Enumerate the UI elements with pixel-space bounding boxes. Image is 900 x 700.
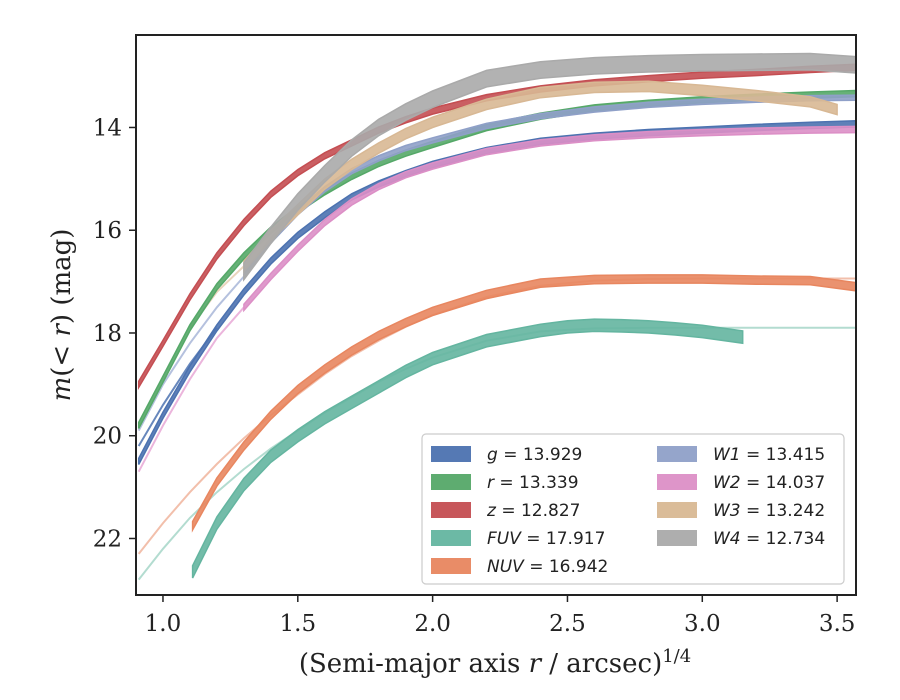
- legend-swatch-g: [431, 446, 471, 462]
- y-tick-label: 20: [93, 424, 122, 450]
- legend-band-name: g: [487, 445, 498, 465]
- y-axis-label-paren-open: (<: [47, 337, 77, 377]
- legend-band-name: W1: [713, 445, 741, 465]
- legend-label-r: r = 13.339: [487, 473, 579, 493]
- ticks-layer: 1.0 1.5 2.0 2.5 3.0 3.5 14 16 18 20 22: [93, 115, 856, 637]
- x-tick-label: 1.0: [145, 611, 182, 637]
- legend-swatch-w3: [657, 502, 697, 518]
- legend-swatch-w2: [657, 474, 697, 490]
- legend-band-value: = 13.415: [741, 445, 826, 465]
- legend-band-name: z: [486, 501, 497, 521]
- legend-band-name: FUV: [487, 529, 522, 549]
- legend-box: [421, 433, 845, 585]
- x-axis-label-var: r: [529, 649, 543, 679]
- x-tick-label: 3.5: [819, 611, 856, 637]
- extension-line-w2: [137, 306, 245, 473]
- legend-label-w2: W2 = 14.037: [713, 473, 825, 493]
- legend-band-value: = 13.242: [741, 501, 826, 521]
- series-band-fuv: [191, 318, 744, 579]
- legend-band-value: = 12.734: [741, 529, 826, 549]
- y-tick-label: 16: [93, 218, 122, 244]
- legend-swatch-r: [431, 474, 471, 490]
- legend-label-w3: W3 = 13.242: [713, 501, 825, 521]
- legend-band-value: = 12.827: [496, 501, 581, 521]
- x-axis-label-prefix: (Semi-major axis: [299, 649, 529, 679]
- extension-line-w1: [137, 275, 245, 432]
- legend-band-name: W2: [713, 473, 741, 493]
- y-axis-label-suffix: ) (mag): [47, 229, 77, 325]
- legend-label-w1: W1 = 13.415: [713, 445, 825, 465]
- legend-swatch-nuv: [431, 558, 471, 574]
- x-axis-label: (Semi-major axis r / arcsec)1/4: [299, 646, 691, 679]
- series-band-z: [137, 63, 856, 391]
- legend-band-name: W4: [713, 529, 741, 549]
- legend-swatch-w1: [657, 446, 697, 462]
- legend-band-value: = 17.917: [521, 529, 606, 549]
- legend-band-value: = 16.942: [524, 557, 609, 577]
- series-band-g: [137, 120, 856, 465]
- y-axis-label-var: r: [47, 323, 77, 337]
- series-band-w4: [243, 52, 856, 282]
- series-band-nuv: [191, 274, 856, 533]
- y-tick-label: 14: [93, 115, 122, 141]
- legend-band-name: r: [487, 473, 495, 493]
- legend-band-name: NUV: [487, 557, 525, 577]
- x-tick-label: 2.0: [414, 611, 451, 637]
- series-band-w1: [243, 94, 856, 282]
- legend-label-fuv: FUV = 17.917: [487, 529, 605, 549]
- legend-label-w4: W4 = 12.734: [713, 529, 825, 549]
- legend-swatch-z: [431, 502, 471, 518]
- legend-label-z: z = 12.827: [486, 501, 580, 521]
- series-layer: [137, 52, 856, 581]
- x-axis-label-sup: 1/4: [662, 646, 691, 667]
- x-axis-label-mid: / arcsec): [541, 649, 662, 679]
- y-axis-label-prefix: m: [47, 377, 77, 402]
- series-band-w3: [243, 80, 838, 274]
- plot-frame: [135, 34, 857, 596]
- x-tick-label: 3.0: [684, 611, 721, 637]
- y-tick-label: 22: [93, 526, 122, 552]
- series-band-w2: [243, 125, 856, 313]
- legend-band-name: W3: [713, 501, 741, 521]
- y-tick-label: 18: [93, 321, 122, 347]
- legend-swatch-fuv: [431, 530, 471, 546]
- legend-band-value: = 13.339: [494, 473, 579, 493]
- x-tick-label: 1.5: [280, 611, 317, 637]
- legend-label-nuv: NUV = 16.942: [487, 557, 608, 577]
- x-tick-label: 2.5: [549, 611, 586, 637]
- legend-swatch-w4: [657, 530, 697, 546]
- legend-label-g: g = 13.929: [487, 445, 582, 465]
- y-axis-label: m(< r) (mag): [47, 229, 77, 402]
- legend-band-value: = 13.929: [498, 445, 583, 465]
- legend-band-value: = 14.037: [741, 473, 826, 493]
